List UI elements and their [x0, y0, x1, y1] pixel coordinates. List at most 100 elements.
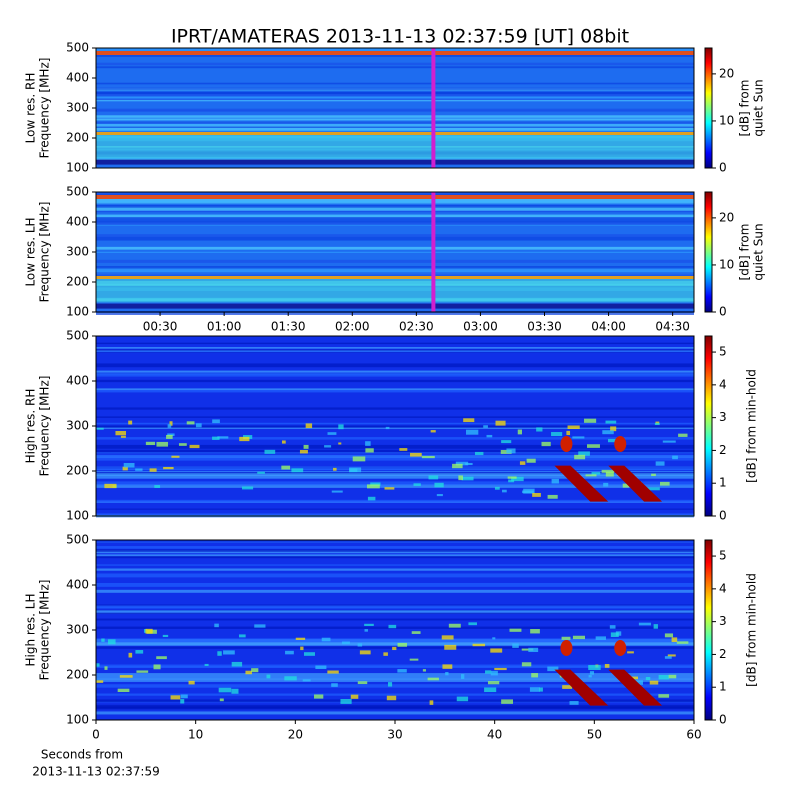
x-tick-label: 02:00 [335, 320, 370, 334]
spectrogram-speck [561, 636, 571, 640]
spectrogram-speck [219, 698, 224, 702]
spectrogram-speck [331, 683, 338, 687]
spectrogram-speck [397, 642, 408, 647]
spectrogram-speck [458, 475, 463, 481]
burst-feature [560, 640, 573, 656]
spectrogram-texture [96, 422, 694, 425]
colorbar [704, 335, 713, 517]
colorbar-label: quiet Sun [752, 79, 766, 136]
spectrogram-texture [96, 610, 694, 612]
spectrogram-texture [96, 676, 694, 680]
spectrogram-texture [96, 205, 694, 209]
spectrogram-speck [302, 679, 311, 682]
spectrogram-speck [588, 665, 601, 670]
spectrogram-texture [96, 546, 694, 549]
x-tick-label: 03:00 [463, 320, 498, 334]
spectrogram-speck [257, 471, 265, 474]
spectrogram-speck [119, 675, 133, 678]
spectrogram-speck [647, 487, 660, 491]
y-axis-label: Frequency [MHz] [38, 580, 52, 681]
spectrogram-band [96, 195, 694, 199]
spectrogram-texture [96, 484, 694, 488]
y-tick-label: 200 [66, 275, 89, 289]
spectrogram-texture [96, 201, 694, 203]
spectrogram-speck [483, 425, 488, 428]
spectrogram-band [96, 132, 694, 135]
y-axis-label: Low res. RH [24, 73, 38, 144]
y-axis-label: High res. RH [24, 389, 38, 464]
spectrogram-speck [484, 687, 497, 693]
spectrogram-band [96, 278, 694, 303]
spectrogram-speck [384, 487, 395, 490]
y-tick-label: 400 [66, 374, 89, 388]
spectrogram-speck [664, 656, 672, 659]
spectrogram-texture [96, 214, 694, 219]
burst-feature [608, 669, 663, 706]
spectrogram-speck [357, 681, 368, 685]
spectrogram-speck [506, 448, 516, 454]
x-tick-label: 03:30 [527, 320, 562, 334]
spectrogram-speck [397, 669, 407, 673]
spectrogram-speck [212, 419, 220, 424]
spectrogram-speck [601, 469, 615, 473]
colorbar-label: [dB] from [738, 224, 752, 281]
spectrogram-texture [96, 55, 694, 57]
spectrogram-speck [434, 482, 444, 488]
spectrogram-texture [96, 473, 694, 476]
spectrogram-texture [96, 311, 694, 315]
colorbar-label: quiet Sun [752, 223, 766, 280]
spectrogram-speck [658, 674, 669, 680]
spectrogram-texture [96, 554, 694, 557]
spectrogram-speck [365, 448, 374, 453]
spectrogram-speck [472, 643, 486, 647]
spectrogram-texture [96, 678, 694, 682]
y-tick-label: 100 [66, 305, 89, 319]
spectrogram-speck [281, 440, 286, 444]
colorbar-label: [dB] from min-hold [745, 573, 759, 687]
colorbar-tick-label: 0 [719, 713, 727, 727]
spectrogram-speck [239, 436, 250, 442]
spectrogram-speck [429, 700, 434, 705]
spectrogram [96, 48, 694, 168]
spectrogram-speck [517, 429, 523, 435]
colorbar [704, 539, 713, 721]
spectrogram-speck [578, 451, 590, 456]
spectrogram-speck [490, 670, 498, 676]
spectrogram-band [96, 134, 694, 159]
colorbar-tick-label: 0 [719, 509, 727, 523]
spectrogram-speck [602, 430, 614, 435]
spectrogram-texture [96, 471, 694, 473]
spectrogram-speck [662, 440, 676, 443]
spectrogram-texture [96, 589, 694, 593]
spectrogram-texture [96, 606, 694, 609]
spectrogram-speck [128, 652, 133, 658]
spectrogram-speck [511, 476, 524, 482]
spectrogram-texture [96, 268, 694, 273]
spectrogram-speck [566, 430, 571, 436]
spectrogram-texture [96, 427, 694, 429]
spectrogram-texture [96, 207, 694, 211]
spectrogram-speck [495, 420, 506, 426]
spectrogram-speck [654, 422, 660, 425]
x-tick-label: 20 [288, 728, 303, 742]
spectrogram-texture [96, 251, 694, 253]
x-tick-label: 04:00 [591, 320, 626, 334]
spectrogram-texture [96, 124, 694, 127]
colorbar-label: [dB] from [738, 80, 752, 137]
spectrogram-speck [327, 432, 337, 435]
y-tick-label: 300 [66, 419, 89, 433]
x-tick-label: 40 [487, 728, 502, 742]
spectrogram-texture [96, 508, 694, 510]
spectrogram-speck [595, 636, 606, 640]
y-tick-label: 400 [66, 215, 89, 229]
spectrogram-speck [314, 694, 324, 699]
spectrogram-speck [223, 650, 235, 655]
spectrogram-speck [122, 466, 128, 471]
y-tick-label: 100 [66, 713, 89, 727]
spectrogram-texture [96, 612, 694, 614]
spectrogram-speck [231, 688, 239, 694]
spectrogram-texture [96, 66, 694, 69]
spectrogram-speck [610, 426, 617, 432]
spectrogram-speck [645, 676, 651, 681]
spectrogram-speck [569, 701, 579, 705]
